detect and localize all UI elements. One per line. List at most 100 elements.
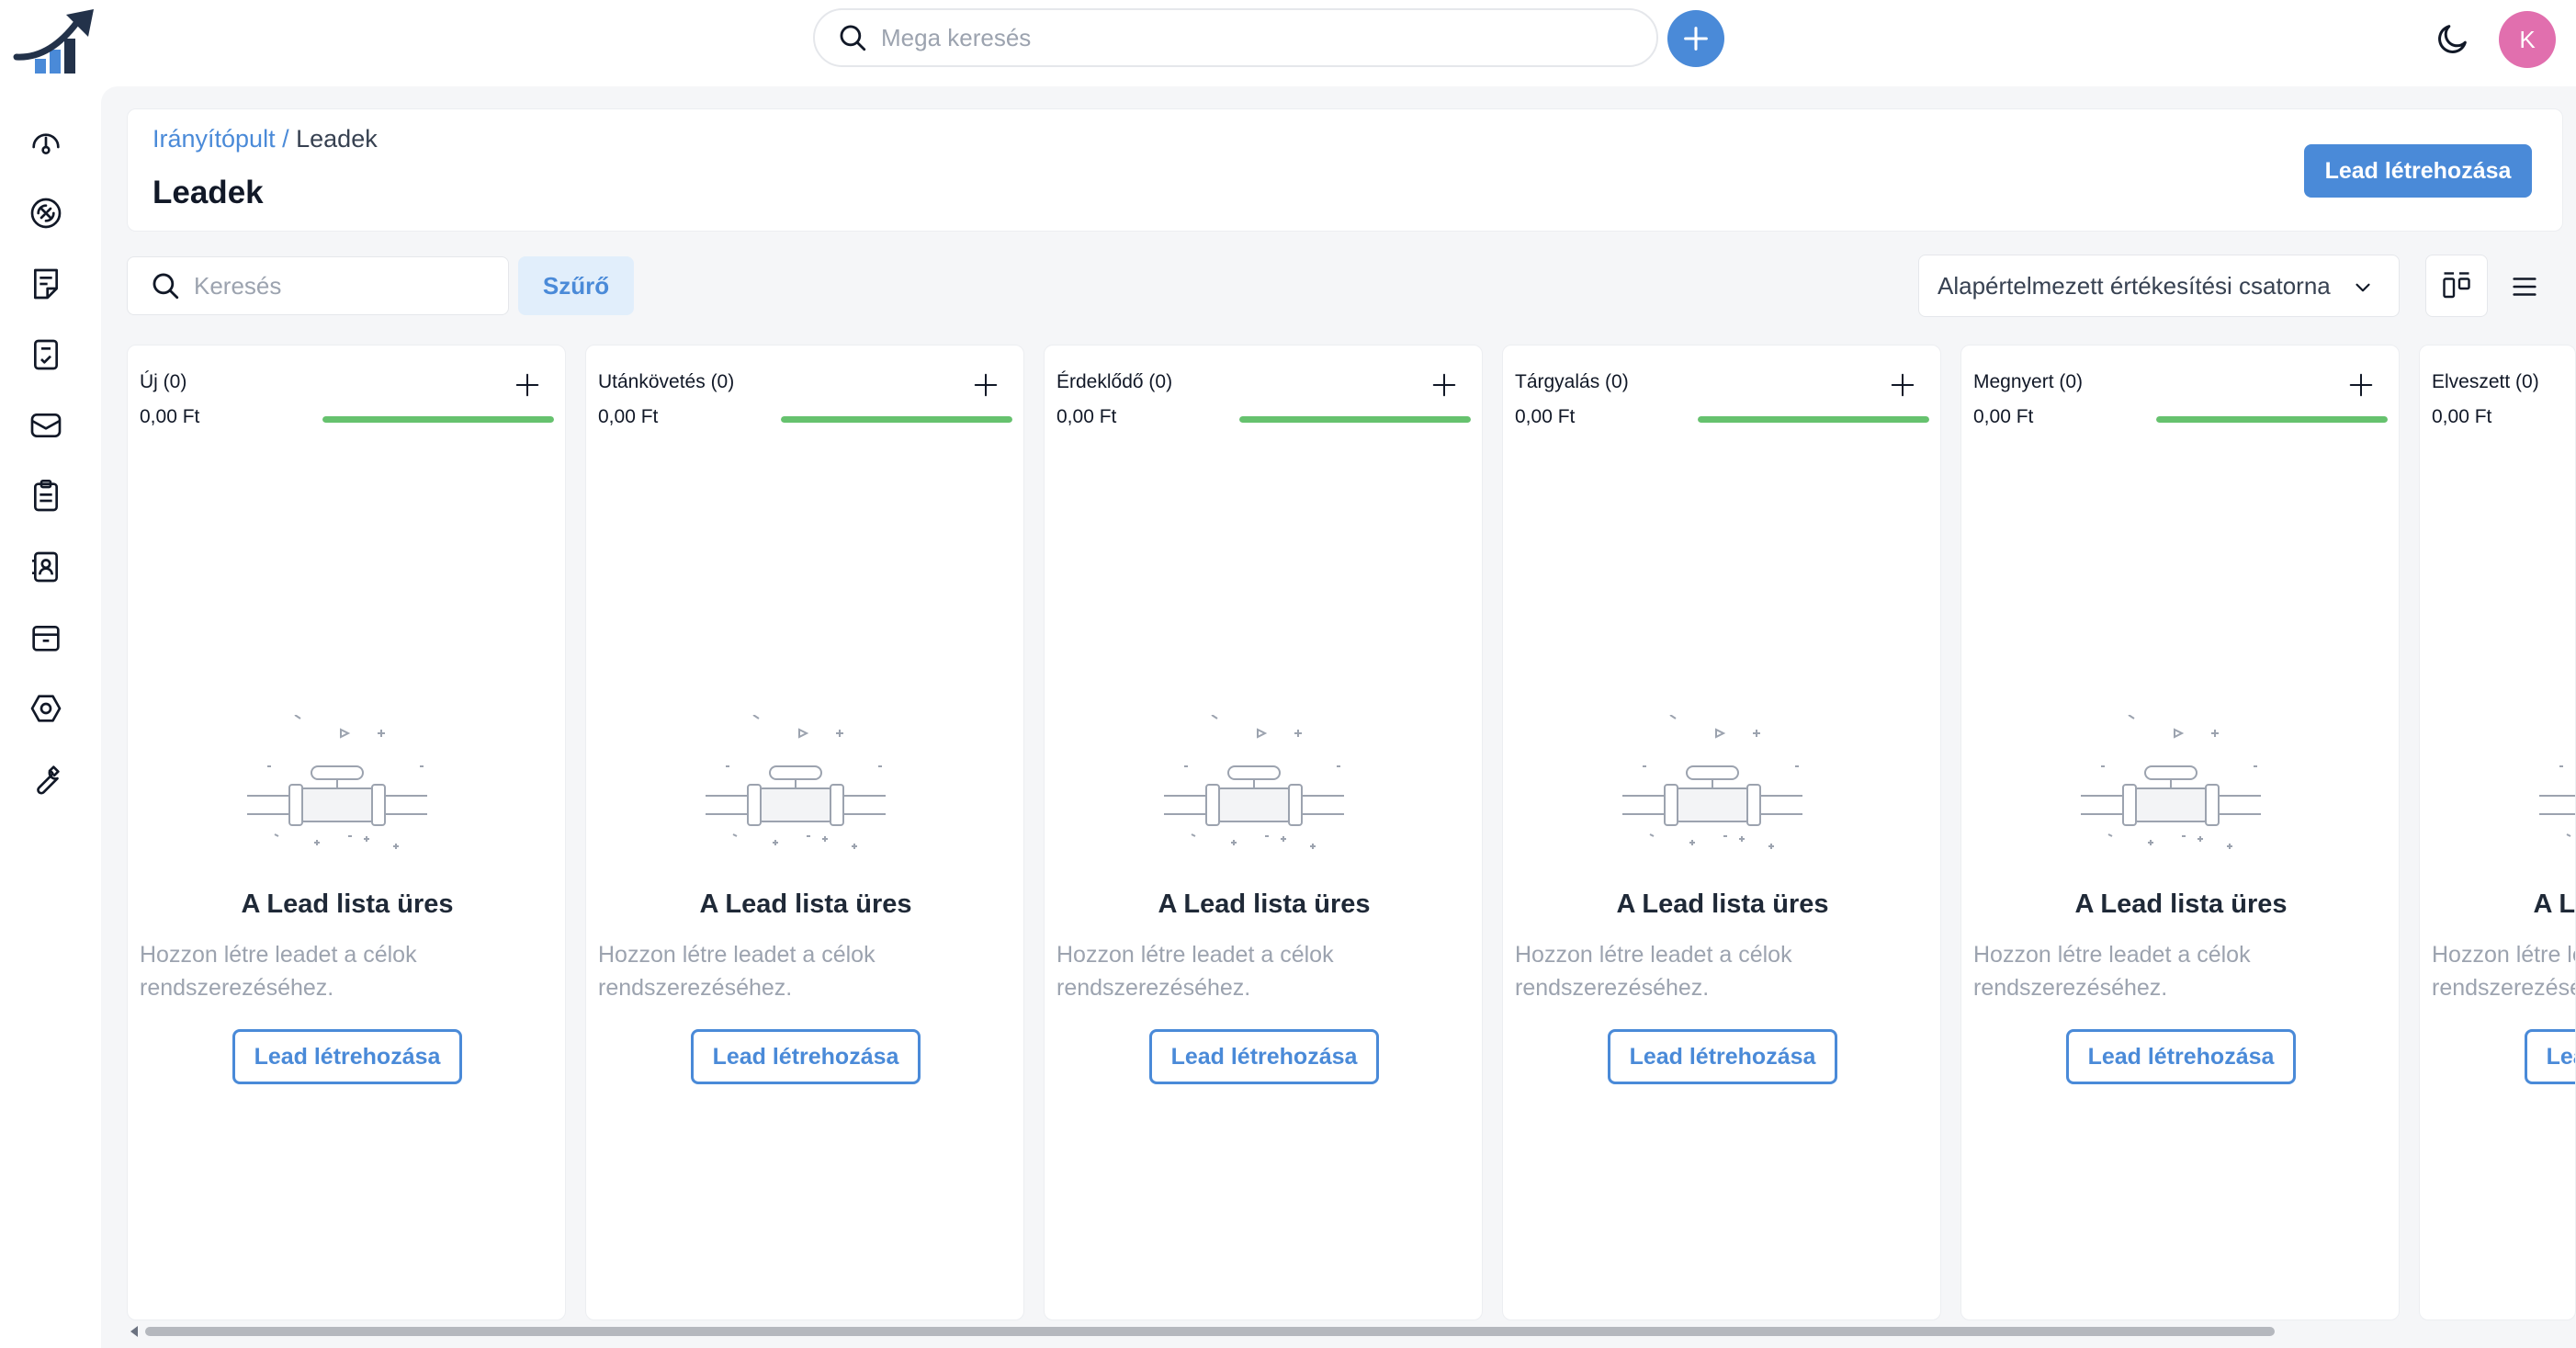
filter-button[interactable]: Szűrő (518, 256, 634, 315)
quick-add-button[interactable] (1667, 10, 1724, 67)
search-icon (840, 25, 866, 51)
sidebar-item-mail[interactable] (26, 405, 66, 446)
mega-search-input[interactable]: Mega keresés (813, 8, 1658, 67)
settings-hexagon-icon (30, 695, 62, 722)
list-icon (2513, 278, 2536, 296)
create-lead-empty-button[interactable]: Lead létrehozása (1608, 1029, 1837, 1084)
dark-mode-toggle[interactable] (2435, 20, 2471, 57)
integrations-link-icon (30, 198, 62, 229)
sidebar-item-invoices[interactable] (26, 334, 66, 375)
add-lead-to-column-button[interactable] (2345, 369, 2377, 401)
add-lead-to-column-button[interactable] (1887, 369, 1918, 401)
empty-state-title: A Lead lista üres (699, 889, 912, 919)
column-progress-bar (322, 416, 554, 423)
scroll-left-arrow[interactable] (130, 1326, 138, 1337)
pipeline-select[interactable]: Alapértelmezett értékesítési csatorna (1918, 255, 2400, 317)
kanban-column: Érdeklődő (0) 0,00 Ft A Lead lista üres … (1044, 345, 1483, 1320)
create-lead-empty-button[interactable]: Lead létrehozása (2525, 1029, 2575, 1084)
empty-state-description: Hozzon létre leadet a célok rendszerezés… (1056, 942, 1334, 1001)
column-title: Utánkövetés (0) (598, 371, 735, 392)
search-icon (153, 273, 179, 300)
empty-state-title: A Lead lista üres (2533, 889, 2576, 919)
empty-pipe-illustration (247, 715, 427, 860)
kanban-column: Utánkövetés (0) 0,00 Ft A Lead lista üre… (585, 345, 1024, 1320)
plus-icon (1432, 373, 1456, 397)
column-title: Új (0) (140, 371, 187, 392)
plus-icon (974, 373, 998, 397)
create-lead-button[interactable]: Lead létrehozása (2304, 144, 2532, 198)
dashboard-gauge-icon (32, 133, 60, 154)
kanban-column: Tárgyalás (0) 0,00 Ft A Lead lista üres … (1502, 345, 1941, 1320)
sidebar-item-settings[interactable] (26, 688, 66, 729)
empty-pipe-illustration (2081, 715, 2261, 860)
invoice-icon (34, 339, 58, 370)
page-header-card (127, 108, 2563, 232)
empty-state-description: Hozzon létre leadet a célok rendszerezés… (1973, 942, 2251, 1001)
plus-icon (2349, 373, 2373, 397)
create-lead-empty-button[interactable]: Lead létrehozása (1149, 1029, 1379, 1084)
empty-pipe-illustration (2539, 715, 2575, 860)
sidebar-item-contacts[interactable] (26, 547, 66, 587)
empty-state-title: A Lead lista üres (241, 889, 454, 919)
avatar-initial: K (2519, 25, 2536, 53)
column-progress-fill (1239, 416, 1471, 423)
empty-pipe-illustration (1164, 715, 1344, 860)
empty-state-description: Hozzon létre leadet a célok rendszerezés… (2432, 942, 2575, 1001)
lead-search-placeholder: Keresés (194, 271, 282, 300)
kanban-column: Új (0) 0,00 Ft A Lead lista üres Hozzon … (127, 345, 566, 1320)
app-logo[interactable] (13, 6, 101, 75)
empty-state-description: Hozzon létre leadet a célok rendszerezés… (1515, 942, 1792, 1001)
empty-state-title: A Lead lista üres (1616, 889, 1829, 919)
column-title: Megnyert (0) (1973, 371, 2084, 392)
pipeline-selected-value: Alapértelmezett értékesítési csatorna (1938, 271, 2331, 300)
create-lead-empty-button[interactable]: Lead létrehozása (691, 1029, 921, 1084)
column-amount: 0,00 Ft (598, 406, 659, 427)
archive-box-icon (32, 626, 60, 651)
list-view-button[interactable] (2504, 266, 2545, 307)
column-progress-bar (781, 416, 1012, 423)
add-lead-to-column-button[interactable] (970, 369, 1001, 401)
sidebar-item-integrations[interactable] (26, 193, 66, 233)
mega-search-placeholder: Mega keresés (881, 23, 1032, 51)
column-progress-fill (322, 416, 554, 423)
breadcrumb-current: Leadek (296, 125, 378, 153)
page-title: Leadek (153, 175, 264, 210)
plus-icon (515, 373, 539, 397)
column-amount: 0,00 Ft (1515, 406, 1576, 427)
column-progress-bar (1239, 416, 1471, 423)
mail-inbox-icon (30, 413, 62, 437)
empty-state-title: A Lead lista üres (2074, 889, 2288, 919)
column-amount: 0,00 Ft (2432, 406, 2492, 427)
moon-icon (2438, 25, 2467, 53)
empty-state-description: Hozzon létre leadet a célok rendszerezés… (598, 942, 876, 1001)
kanban-column: Elveszett (0) 0,00 Ft A Lead lista üres … (2419, 345, 2576, 1320)
notes-icon (34, 268, 59, 300)
breadcrumb: Irányítópult / Leadek (153, 125, 378, 153)
sidebar-item-tasks[interactable] (26, 476, 66, 516)
sidebar-item-archive[interactable] (26, 617, 66, 658)
scrollbar-thumb[interactable] (145, 1327, 2275, 1336)
kanban-column: Megnyert (0) 0,00 Ft A Lead lista üres H… (1960, 345, 2400, 1320)
plus-icon (1891, 373, 1915, 397)
breadcrumb-dashboard-link[interactable]: Irányítópult (153, 125, 276, 153)
empty-state-title: A Lead lista üres (1158, 889, 1371, 919)
column-progress-fill (2156, 416, 2388, 423)
user-avatar[interactable]: K (2499, 11, 2556, 68)
column-amount: 0,00 Ft (1056, 406, 1117, 427)
sidebar-item-notes[interactable] (26, 264, 66, 304)
column-progress-bar (2156, 416, 2388, 423)
column-progress-fill (781, 416, 1012, 423)
add-lead-to-column-button[interactable] (512, 369, 543, 401)
create-lead-empty-button[interactable]: Lead létrehozása (232, 1029, 462, 1084)
sidebar-item-dashboard[interactable] (26, 122, 66, 163)
create-lead-empty-button[interactable]: Lead létrehozása (2066, 1029, 2296, 1084)
lead-search-input[interactable]: Keresés (127, 256, 509, 315)
column-amount: 0,00 Ft (140, 406, 200, 427)
column-progress-bar (1698, 416, 1929, 423)
column-amount: 0,00 Ft (1973, 406, 2034, 427)
chevron-down-icon (2356, 283, 2370, 292)
add-lead-to-column-button[interactable] (1429, 369, 1460, 401)
kanban-view-button[interactable] (2425, 255, 2488, 317)
sidebar-item-tools[interactable] (26, 759, 66, 799)
column-progress-fill (1698, 416, 1929, 423)
